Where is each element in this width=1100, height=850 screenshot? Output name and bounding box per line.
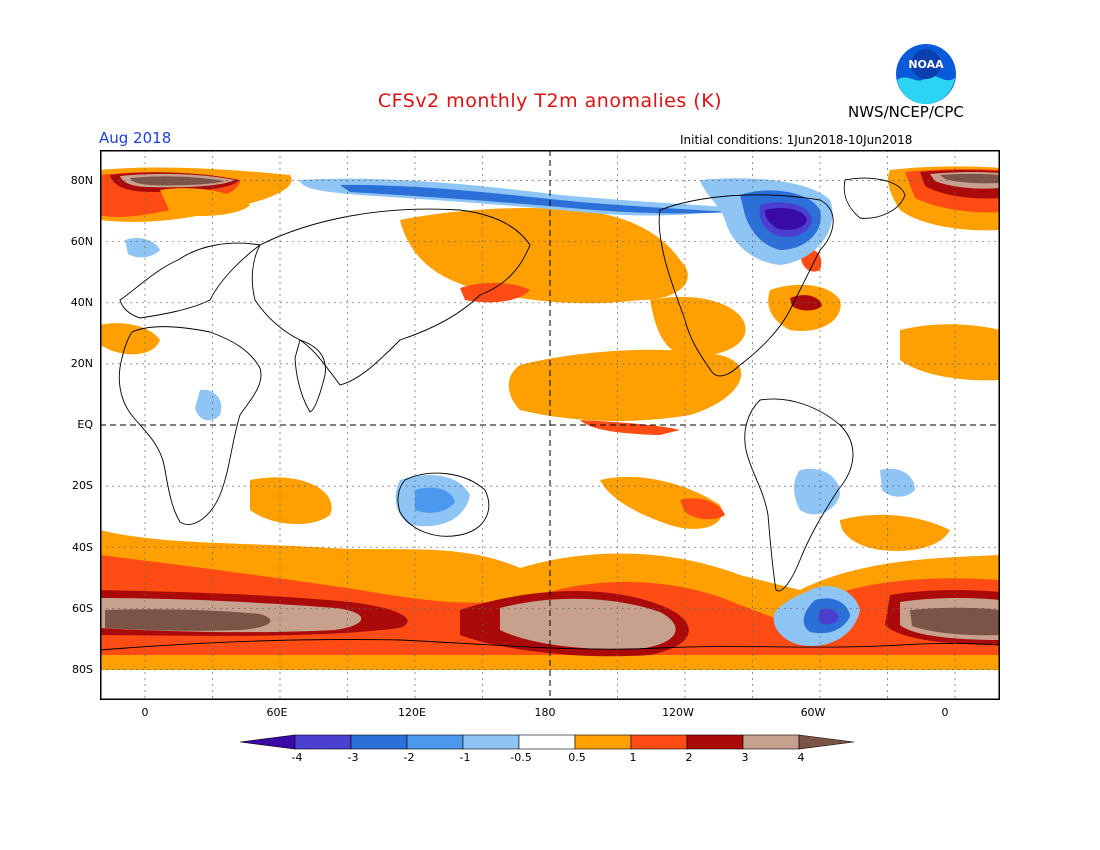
colorbar-label-0-5: 0.5 <box>568 751 586 764</box>
lat-label-60s: 60S <box>72 602 93 615</box>
colorbar-bin <box>462 734 520 750</box>
colorbar-bin <box>630 734 688 750</box>
india-outline <box>294 339 326 413</box>
colorbar-bin <box>240 734 296 750</box>
svg-text:NOAA: NOAA <box>908 58 944 71</box>
colorbar-bin <box>406 734 464 750</box>
australia-outline <box>397 472 490 537</box>
lon-label-0-right: 0 <box>941 706 949 719</box>
noaa-logo: NOAA <box>896 44 956 104</box>
reference-lines <box>100 150 1000 700</box>
colorbar-label-4: 4 <box>797 751 805 764</box>
lat-label-40s: 40S <box>72 541 93 554</box>
agency-label: NWS/NCEP/CPC <box>848 103 964 121</box>
lat-label-eq: EQ <box>77 418 93 431</box>
colorbar-label-2: 2 <box>685 751 693 764</box>
africa-outline <box>118 326 262 525</box>
colorbar-label-neg2: -2 <box>403 751 415 764</box>
colorbar-label-neg1: -1 <box>459 751 471 764</box>
lon-label-120w: 120W <box>662 706 694 719</box>
lat-label-20s: 20S <box>72 479 93 492</box>
lon-label-180: 180 <box>534 706 556 719</box>
initial-conditions-label: Initial conditions: 1Jun2018-10Jun2018 <box>680 133 913 147</box>
cold-anomalies <box>125 178 915 646</box>
atlantic-warm <box>100 188 1000 551</box>
lat-label-80n: 80N <box>70 174 93 187</box>
valid-month-label: Aug 2018 <box>99 129 172 147</box>
colorbar-label-neg4: -4 <box>291 751 303 764</box>
lon-label-0: 0 <box>141 706 149 719</box>
lat-label-80s: 80S <box>72 663 93 676</box>
colorbar-bin <box>686 734 744 750</box>
colorbar-label-1: 1 <box>629 751 637 764</box>
lat-label-20n: 20N <box>70 357 93 370</box>
colorbar-label-neg0-5: -0.5 <box>510 751 532 764</box>
colorbar <box>240 734 855 750</box>
colorbar-bin <box>798 734 855 750</box>
europe-outline <box>119 242 262 319</box>
chart-title: CFSv2 monthly T2m anomalies (K) <box>377 90 723 112</box>
lon-label-60e: 60E <box>266 706 288 719</box>
colorbar-bin <box>742 734 800 750</box>
colorbar-bin <box>574 734 632 750</box>
map-frame <box>100 150 1000 700</box>
anomaly-map <box>100 150 1000 700</box>
arctic-warm-caps <box>100 166 1000 231</box>
colorbar-bin <box>518 734 576 750</box>
colorbar-label-3: 3 <box>741 751 749 764</box>
colorbar-bin <box>294 734 352 750</box>
lat-label-60n: 60N <box>70 235 93 248</box>
lat-label-40n: 40N <box>70 296 93 309</box>
asia-outline <box>251 208 531 386</box>
lon-label-120e: 120E <box>398 706 426 719</box>
southern-ocean-warm-band <box>100 530 1000 670</box>
lon-label-60w: 60W <box>800 706 826 719</box>
colorbar-label-neg3: -3 <box>347 751 359 764</box>
colorbar-bin <box>350 734 408 750</box>
greenland-outline <box>843 177 906 219</box>
